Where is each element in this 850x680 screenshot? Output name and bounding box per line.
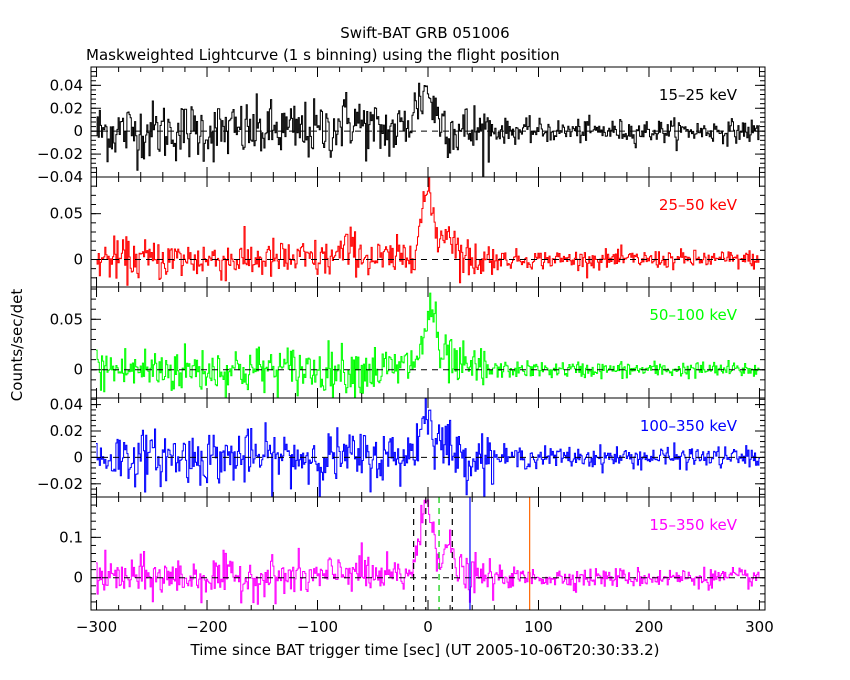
y-tick-label: −0.02 xyxy=(37,475,83,493)
chart-subtitle: Maskweighted Lightcurve (1 s binning) us… xyxy=(86,46,560,64)
y-tick-label: −0.04 xyxy=(37,168,83,186)
y-tick-label: 0 xyxy=(73,251,83,269)
y-tick-label: 0.04 xyxy=(50,76,83,94)
panels-group: −0.04 −0.02 0 0.02 0.04 15–25 keV 0 0.05 25–50 k… xyxy=(37,66,774,636)
x-tick-label: 200 xyxy=(635,618,664,636)
x-axis-label: Time since BAT trigger time [sec] (UT 20… xyxy=(190,641,660,659)
y-tick-label: 0.02 xyxy=(50,422,83,440)
series-line-1 xyxy=(96,177,760,286)
panel-4: 0 0.1 15–350 keV xyxy=(59,496,766,611)
panel-frame-0 xyxy=(90,66,766,178)
y-tick-label: −0.02 xyxy=(37,145,83,163)
panel-band-label: 50–100 keV xyxy=(649,306,737,324)
panel-frame-1 xyxy=(90,176,766,288)
y-tick-label: 0 xyxy=(73,361,83,379)
panel-3: −0.02 0 0.02 0.04 100–350 keV xyxy=(37,396,766,498)
series-line-3 xyxy=(96,398,760,497)
x-tick-label: 0 xyxy=(423,618,433,636)
panel-band-label: 25–50 keV xyxy=(659,196,738,214)
panel-band-label: 15–25 keV xyxy=(659,86,738,104)
x-tick-label: −300 xyxy=(76,618,117,636)
panel-band-label: 15–350 keV xyxy=(649,516,737,534)
y-tick-label: 0.05 xyxy=(50,205,83,223)
y-tick-label: 0 xyxy=(73,569,83,587)
panel-0: −0.04 −0.02 0 0.02 0.04 15–25 keV xyxy=(37,66,766,186)
panel-2: 0 0.05 50–100 keV xyxy=(50,286,766,399)
y-tick-label: 0.05 xyxy=(50,310,83,328)
panel-1: 0 0.05 25–50 keV xyxy=(50,176,766,288)
y-tick-label: 0.1 xyxy=(59,528,83,546)
series-line-4 xyxy=(96,499,760,605)
y-tick-label: 0.04 xyxy=(50,396,83,414)
y-tick-label: 0 xyxy=(73,122,83,140)
chart-title: Swift-BAT GRB 051006 xyxy=(340,24,509,42)
x-tick-label: 100 xyxy=(524,618,553,636)
panel-band-label: 100–350 keV xyxy=(640,417,738,435)
panel-frame-4 xyxy=(90,496,766,611)
y-tick-label: 0 xyxy=(73,448,83,466)
y-tick-label: 0.02 xyxy=(50,99,83,117)
x-tick-label: −100 xyxy=(297,618,338,636)
x-tick-label: −200 xyxy=(186,618,227,636)
series-line-2 xyxy=(96,292,760,398)
panel-frame-2 xyxy=(90,286,766,399)
x-tick-label: 300 xyxy=(745,618,774,636)
series-line-0 xyxy=(96,82,760,177)
y-axis-label: Counts/sec/det xyxy=(8,289,26,402)
